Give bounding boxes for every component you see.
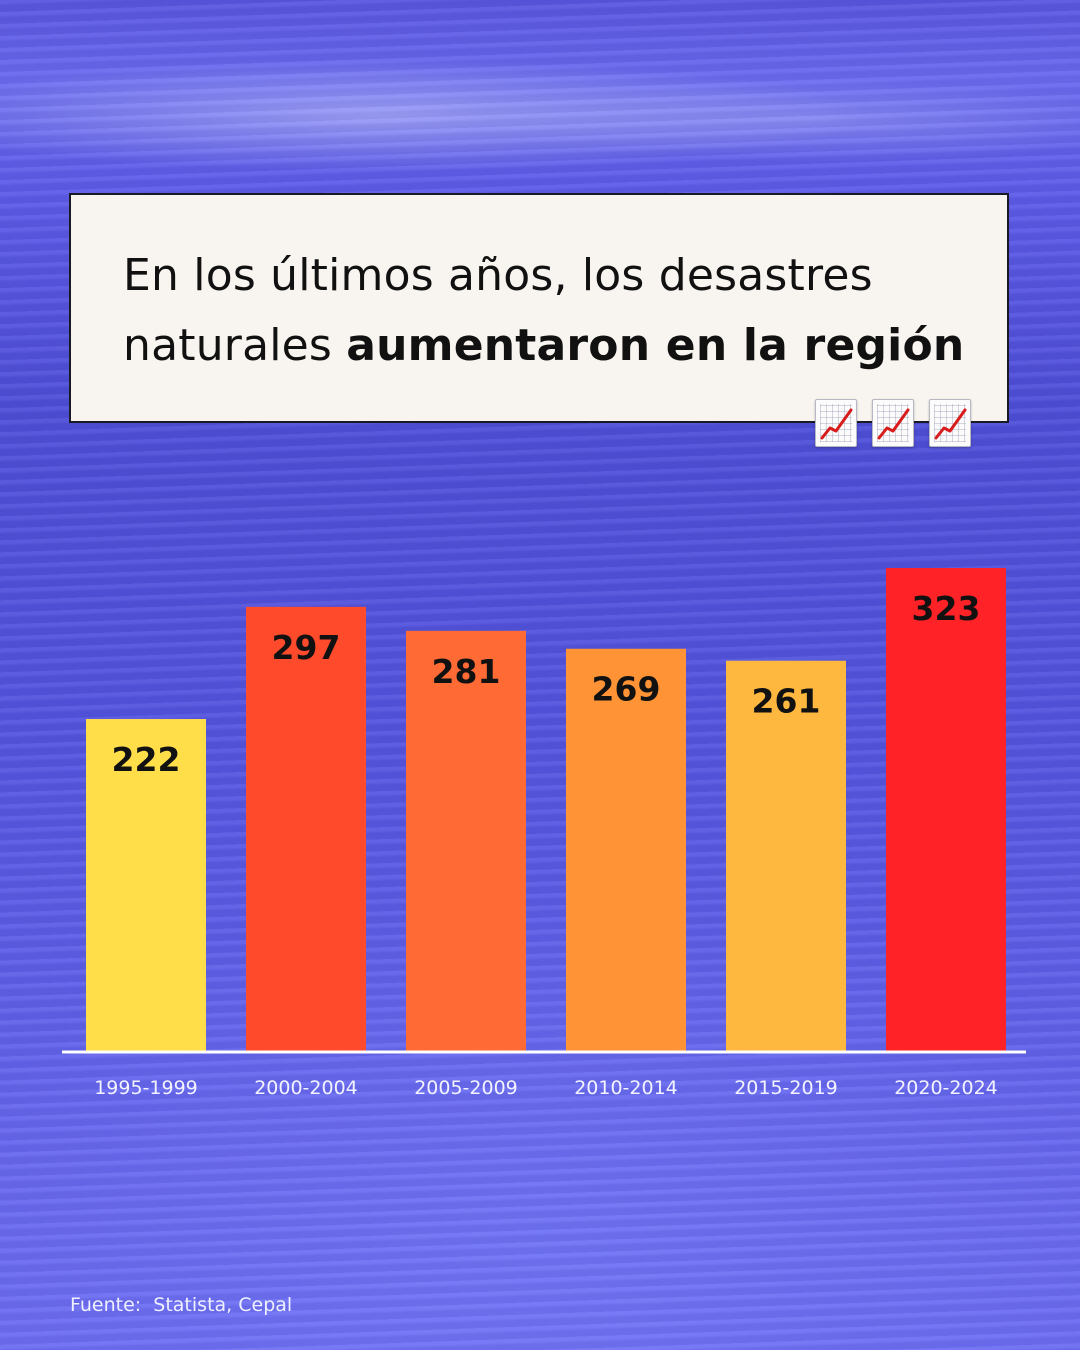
- data-label-2010-2014: 269: [592, 670, 661, 709]
- x-tick-label: 2005-2009: [414, 1077, 518, 1099]
- data-label-2020-2024: 323: [912, 589, 981, 628]
- x-tick-label: 2015-2019: [734, 1077, 838, 1099]
- x-tick-label: 1995-1999: [94, 1077, 198, 1099]
- title-regular-text: En los últimos años, los desastres natur…: [123, 250, 873, 371]
- x-tick-label: 2010-2014: [574, 1077, 678, 1099]
- x-tick-label: 2000-2004: [254, 1077, 358, 1099]
- bar-2005-2009: [406, 630, 526, 1051]
- x-tick-label: 2020-2024: [894, 1077, 998, 1099]
- data-label-2015-2019: 261: [752, 682, 821, 721]
- chart-increasing-icon: [815, 399, 857, 447]
- bar-2015-2019: [726, 660, 846, 1051]
- title-card: En los últimos años, los desastres natur…: [69, 193, 1009, 423]
- chart-increasing-icon: [872, 399, 914, 447]
- chart-title: En los últimos años, los desastres natur…: [123, 241, 983, 381]
- source-note: Fuente: Statista, Cepal: [70, 1294, 293, 1316]
- data-label-2000-2004: 297: [272, 628, 341, 667]
- bar-2010-2014: [566, 648, 686, 1051]
- bar-2000-2004: [246, 606, 366, 1051]
- bar-2020-2024: [886, 568, 1006, 1051]
- data-label-2005-2009: 281: [432, 652, 501, 691]
- data-label-1995-1999: 222: [112, 740, 181, 779]
- title-bold-text: aumentaron en la región: [346, 320, 965, 371]
- bar-1995-1999: [86, 719, 206, 1051]
- chart-increasing-icon: [929, 399, 971, 447]
- trend-icons: [815, 399, 971, 447]
